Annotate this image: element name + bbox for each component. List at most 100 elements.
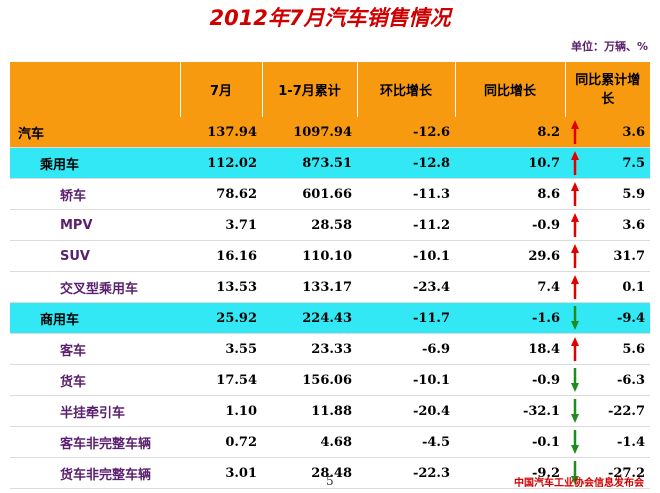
yoy-value: 8.6 [455,178,565,210]
july-value: 13.53 [180,271,262,303]
yoy-ytd-text: 31.7 [613,248,645,264]
arrow-up-icon [571,151,579,175]
footer-organization: 中国汽车工业协会信息发布会 [514,478,644,489]
july-value: 137.94 [180,117,262,148]
july-value: 3.71 [180,209,262,241]
yoy-value: -0.1 [455,426,565,458]
arrow-up-icon [571,275,579,299]
yoy-value: -0.9 [455,209,565,241]
yoy-ytd-text: -6.3 [616,372,645,388]
page-title: 2012年7月汽车销售情况 [209,6,451,30]
yoy-ytd-text: -9.4 [616,310,645,326]
category-label: 货车非完整车辆 [10,457,180,489]
yoy-value: -32.1 [455,395,565,427]
july-value: 16.16 [180,240,262,272]
table-row: 商用车 25.92 224.43 -11.7 -1.6 -9.4 [10,302,650,334]
table-row: 客车非完整车辆 0.72 4.68 -4.5 -0.1 -1.4 [10,426,650,458]
yoy-ytd-value: -9.4 [565,302,650,334]
yoy-ytd-value: 5.6 [565,333,650,365]
yoy-value: 8.2 [455,117,565,148]
ytd-value: 1097.94 [262,117,357,148]
category-label: 货车 [10,364,180,396]
july-value: 3.55 [180,333,262,365]
yoy-ytd-value: 3.6 [565,117,650,148]
table-row: 半挂牵引车 1.10 11.88 -20.4 -32.1 -22.7 [10,395,650,427]
header-cell-ytd: 1-7月累计 [262,62,358,117]
category-label: 汽车 [10,117,180,148]
july-value: 78.62 [180,178,262,210]
arrow-up-icon [571,213,579,237]
ytd-value: 4.68 [262,426,357,458]
ytd-value: 224.43 [262,302,357,334]
yoy-value: -1.6 [455,302,565,334]
table-row: 汽车 137.94 1097.94 -12.6 8.2 3.6 [10,117,650,148]
ytd-value: 11.88 [262,395,357,427]
ytd-value: 110.10 [262,240,357,272]
yoy-ytd-value: -6.3 [565,364,650,396]
mom-value: -11.3 [357,178,455,210]
mom-value: -11.7 [357,302,455,334]
arrow-up-icon [571,182,579,206]
ytd-value: 28.48 [262,457,357,489]
category-label: 客车非完整车辆 [10,426,180,458]
yoy-ytd-text: 5.9 [622,186,645,202]
mom-value: -12.8 [357,147,455,179]
category-label: 客车 [10,333,180,365]
arrow-up-icon [571,120,579,144]
mom-value: -6.9 [357,333,455,365]
arrow-down-icon [571,306,579,330]
yoy-value: 10.7 [455,147,565,179]
yoy-ytd-text: 5.6 [622,341,645,357]
arrow-down-icon [571,368,579,392]
yoy-ytd-text: -22.7 [607,403,645,419]
arrow-up-icon [571,337,579,361]
ytd-value: 601.66 [262,178,357,210]
table-row: 货车 17.54 156.06 -10.1 -0.9 -6.3 [10,364,650,396]
table-row: MPV 3.71 28.58 -11.2 -0.9 3.6 [10,209,650,241]
july-value: 3.01 [180,457,262,489]
yoy-ytd-text: 3.6 [622,217,645,233]
mom-value: -10.1 [357,240,455,272]
yoy-value: 7.4 [455,271,565,303]
ytd-value: 23.33 [262,333,357,365]
table-row: 客车 3.55 23.33 -6.9 18.4 5.6 [10,333,650,365]
arrow-up-icon [571,244,579,268]
yoy-ytd-text: 0.1 [622,279,645,295]
ytd-value: 873.51 [262,147,357,179]
yoy-ytd-value: 7.5 [565,147,650,179]
july-value: 1.10 [180,395,262,427]
yoy-value: 18.4 [455,333,565,365]
arrow-down-icon [571,399,579,423]
header-cell-yoy-ytd: 同比累计增长 [565,62,650,117]
yoy-ytd-text: -27.2 [607,465,645,481]
table-row: 货车非完整车辆 3.01 28.48 -22.3 -9.2 -27.2 [10,457,650,489]
yoy-ytd-value: -22.7 [565,395,650,427]
category-label: 乘用车 [10,147,180,179]
mom-value: -22.3 [357,457,455,489]
category-label: 商用车 [10,302,180,334]
table-header-row: 7月 1-7月累计 环比增长 同比增长 同比累计增长 [10,62,650,117]
yoy-ytd-text: -1.4 [616,434,645,450]
unit-label: 单位：万辆、% [570,40,648,53]
yoy-ytd-value: 3.6 [565,209,650,241]
arrow-down-icon [571,430,579,454]
yoy-ytd-value: -27.2 [565,457,650,489]
yoy-value: -0.9 [455,364,565,396]
july-value: 17.54 [180,364,262,396]
ytd-value: 133.17 [262,271,357,303]
yoy-ytd-text: 3.6 [622,124,645,140]
ytd-value: 28.58 [262,209,357,241]
header-cell-mom: 环比增长 [357,62,456,117]
table-row: 轿车 78.62 601.66 -11.3 8.6 5.9 [10,178,650,210]
july-value: 0.72 [180,426,262,458]
header-cell-category [10,62,181,117]
yoy-ytd-value: -1.4 [565,426,650,458]
category-label: MPV [10,209,180,241]
july-value: 112.02 [180,147,262,179]
category-label: 轿车 [10,178,180,210]
yoy-ytd-text: 7.5 [622,155,645,171]
yoy-ytd-value: 5.9 [565,178,650,210]
ytd-value: 156.06 [262,364,357,396]
july-value: 25.92 [180,302,262,334]
page-number: 5 [326,474,334,488]
